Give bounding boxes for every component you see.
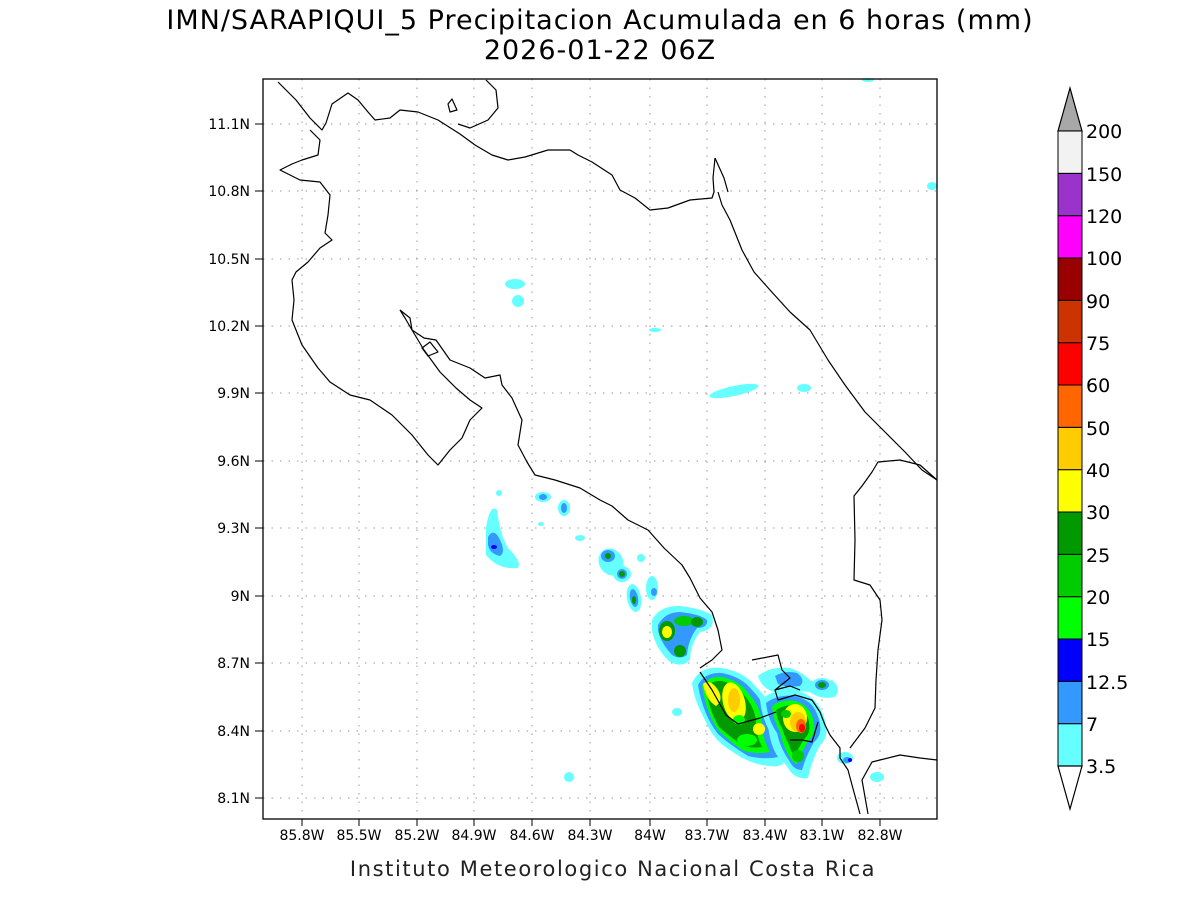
precip-cell [512, 295, 524, 307]
longitude-labels: 85.8W 85.5W 85.2W 84.9W 84.6W 84.3W 84W … [279, 828, 902, 844]
lon-tick-label: 83.1W [799, 828, 844, 844]
precip-cell [637, 554, 645, 562]
colorbar: 200 150 120 100 90 75 60 50 40 30 25 20 … [1057, 85, 1128, 812]
lon-tick-label: 85.8W [279, 828, 324, 844]
lon-tick-label: 84.3W [567, 828, 612, 844]
lat-tick-label: 9.6N [217, 454, 250, 470]
colorbar-label: 3.5 [1086, 756, 1116, 778]
map-frame [262, 78, 938, 820]
lon-tick-label: 85.2W [394, 828, 439, 844]
colorbar-box [1057, 638, 1083, 682]
lon-tick-label: 85.5W [336, 828, 381, 844]
lon-tick-label: 84W [634, 828, 666, 844]
colorbar-label: 20 [1086, 587, 1110, 609]
lat-tick-label: 8.1N [217, 791, 250, 807]
colorbar-label: 150 [1086, 164, 1122, 186]
lon-tick-label: 82.8W [857, 828, 902, 844]
precip-cell [709, 383, 759, 399]
precip-cell [818, 682, 826, 688]
lat-tick-label: 9N [231, 589, 250, 605]
lat-tick-label: 10.5N [208, 252, 250, 268]
colorbar-label: 15 [1086, 629, 1110, 651]
precip-cell [691, 617, 703, 627]
colorbar-box [1057, 342, 1083, 386]
colorbar-box [1057, 299, 1083, 344]
lon-tick-label: 83.7W [684, 828, 729, 844]
colorbar-under-triangle [1057, 765, 1083, 812]
precip-cell [496, 490, 502, 496]
precip-cell [799, 724, 805, 732]
colorbar-label: 12.5 [1086, 672, 1128, 694]
precip-cell [646, 576, 658, 600]
colorbar-label: 50 [1086, 418, 1110, 440]
precip-cell [605, 553, 611, 559]
lat-tick-label: 10.8N [208, 184, 250, 200]
precip-cell [505, 279, 525, 289]
lat-tick-label: 8.7N [217, 656, 250, 672]
colorbar-label: 90 [1086, 291, 1110, 313]
precip-cell [649, 328, 661, 332]
colorbar-label: 60 [1086, 375, 1110, 397]
colorbar-label: 30 [1086, 502, 1110, 524]
precip-cell [674, 616, 694, 626]
map-title: IMN/SARAPIQUI_5 Precipitacion Acumulada … [166, 5, 1033, 36]
precip-cell [539, 494, 547, 500]
lon-tick-label: 84.6W [509, 828, 554, 844]
lon-tick-label: 83.4W [742, 828, 787, 844]
precip-cell [797, 384, 811, 392]
colorbar-box [1057, 172, 1083, 217]
precip-cell [737, 734, 757, 746]
lon-tick-label: 84.9W [451, 828, 496, 844]
colorbar-label: 120 [1086, 206, 1122, 228]
precip-cell [674, 645, 686, 657]
colorbar-label: 200 [1086, 121, 1122, 143]
colorbar-box [1057, 680, 1083, 725]
precip-cell [651, 588, 657, 596]
lat-tick-label: 8.4N [217, 724, 250, 740]
colorbar-box [1057, 553, 1083, 598]
precip-cell [728, 688, 740, 712]
colorbar-box [1057, 215, 1083, 259]
lat-tick-label: 9.9N [217, 386, 250, 402]
precip-cell [632, 596, 636, 604]
colorbar-over-triangle [1057, 85, 1083, 132]
colorbar-label: 75 [1086, 333, 1110, 355]
colorbar-box [1057, 384, 1083, 428]
footer-credit: Instituto Meteorologico Nacional Costa R… [350, 857, 876, 881]
colorbar-box [1057, 511, 1083, 555]
colorbar-box [1057, 130, 1083, 174]
precip-cell [662, 626, 672, 638]
precip-cell [564, 772, 574, 782]
precip-cell [488, 532, 503, 556]
colorbar-label: 40 [1086, 460, 1110, 482]
precip-cell [619, 571, 625, 577]
colorbar-box [1057, 469, 1083, 513]
precip-cell [672, 708, 682, 716]
precip-cell [703, 682, 721, 706]
colorbar-box [1057, 426, 1083, 471]
precip-cell [848, 758, 852, 762]
precip-cell [870, 772, 884, 782]
precip-cell [792, 750, 804, 762]
map-valid-time: 2026-01-22 06Z [484, 35, 716, 66]
colorbar-label: 25 [1086, 545, 1110, 567]
precip-cell [538, 522, 544, 526]
precip-cell [575, 535, 585, 541]
lat-tick-label: 9.3N [217, 521, 250, 537]
precip-cell [927, 182, 937, 190]
colorbar-label: 7 [1086, 714, 1098, 736]
lat-tick-label: 11.1N [208, 117, 250, 133]
precip-cell [561, 503, 567, 513]
colorbar-box [1057, 596, 1083, 640]
precip-cell [491, 545, 497, 549]
precip-cell [781, 710, 791, 718]
latitude-labels: 11.1N 10.8N 10.5N 10.2N 9.9N 9.6N 9.3N 9… [208, 117, 250, 807]
colorbar-box [1057, 257, 1083, 301]
precip-cell [753, 723, 765, 735]
coastlines [277, 79, 938, 815]
lat-tick-label: 10.2N [208, 319, 250, 335]
colorbar-box [1057, 723, 1083, 767]
map-panel [255, 78, 938, 826]
colorbar-label: 100 [1086, 248, 1122, 270]
